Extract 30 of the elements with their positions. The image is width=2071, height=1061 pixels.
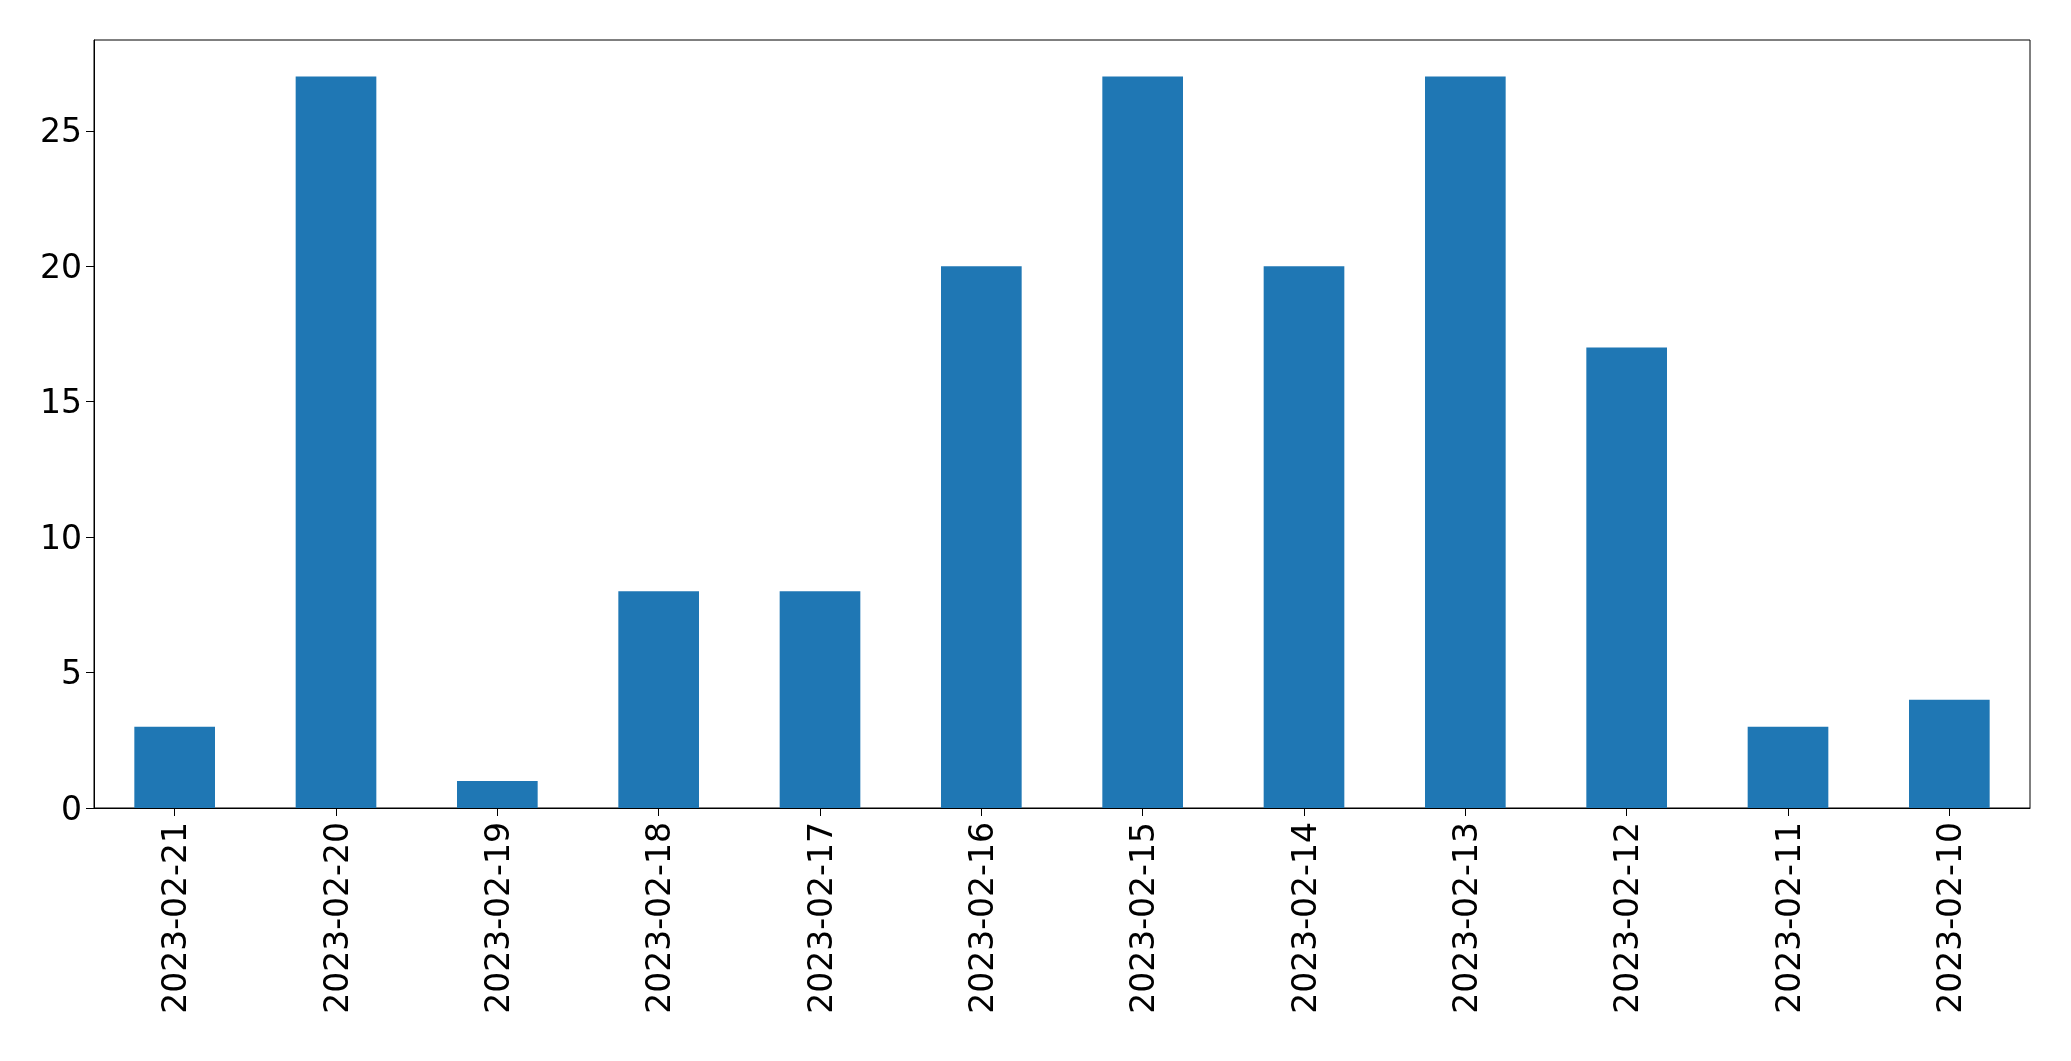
x-tick-label: 2023-02-20 [316, 822, 356, 1014]
x-tick-label: 2023-02-16 [961, 822, 1001, 1014]
bar [134, 726, 215, 808]
x-tick-label: 2023-02-12 [1607, 822, 1647, 1014]
x-tick-label: 2023-02-21 [155, 822, 195, 1014]
y-tick-label: 0 [61, 788, 82, 828]
bar [1263, 266, 1345, 808]
bar [1425, 76, 1506, 808]
bar [941, 266, 1022, 808]
bar [1747, 726, 1829, 808]
bar [1102, 76, 1183, 808]
bar [457, 780, 538, 808]
bar [779, 591, 861, 808]
x-tick-label: 2023-02-10 [1929, 822, 1969, 1014]
y-tick-label: 20 [40, 246, 82, 286]
x-tick-label: 2023-02-14 [1284, 822, 1324, 1014]
bar [1909, 699, 1990, 808]
y-tick-label: 10 [40, 517, 82, 557]
x-tick-label: 2023-02-15 [1123, 822, 1163, 1014]
y-tick-label: 25 [40, 111, 82, 151]
y-tick-label: 5 [61, 653, 82, 693]
bar [618, 591, 699, 808]
x-tick-label: 2023-02-11 [1768, 822, 1808, 1014]
bar [1586, 347, 1667, 808]
x-tick-label: 2023-02-19 [477, 822, 517, 1014]
x-tick-label: 2023-02-18 [639, 822, 679, 1014]
y-tick-label: 15 [40, 382, 82, 422]
x-tick-label: 2023-02-17 [800, 822, 840, 1014]
bar [295, 76, 377, 808]
x-tick-label: 2023-02-13 [1445, 822, 1485, 1014]
